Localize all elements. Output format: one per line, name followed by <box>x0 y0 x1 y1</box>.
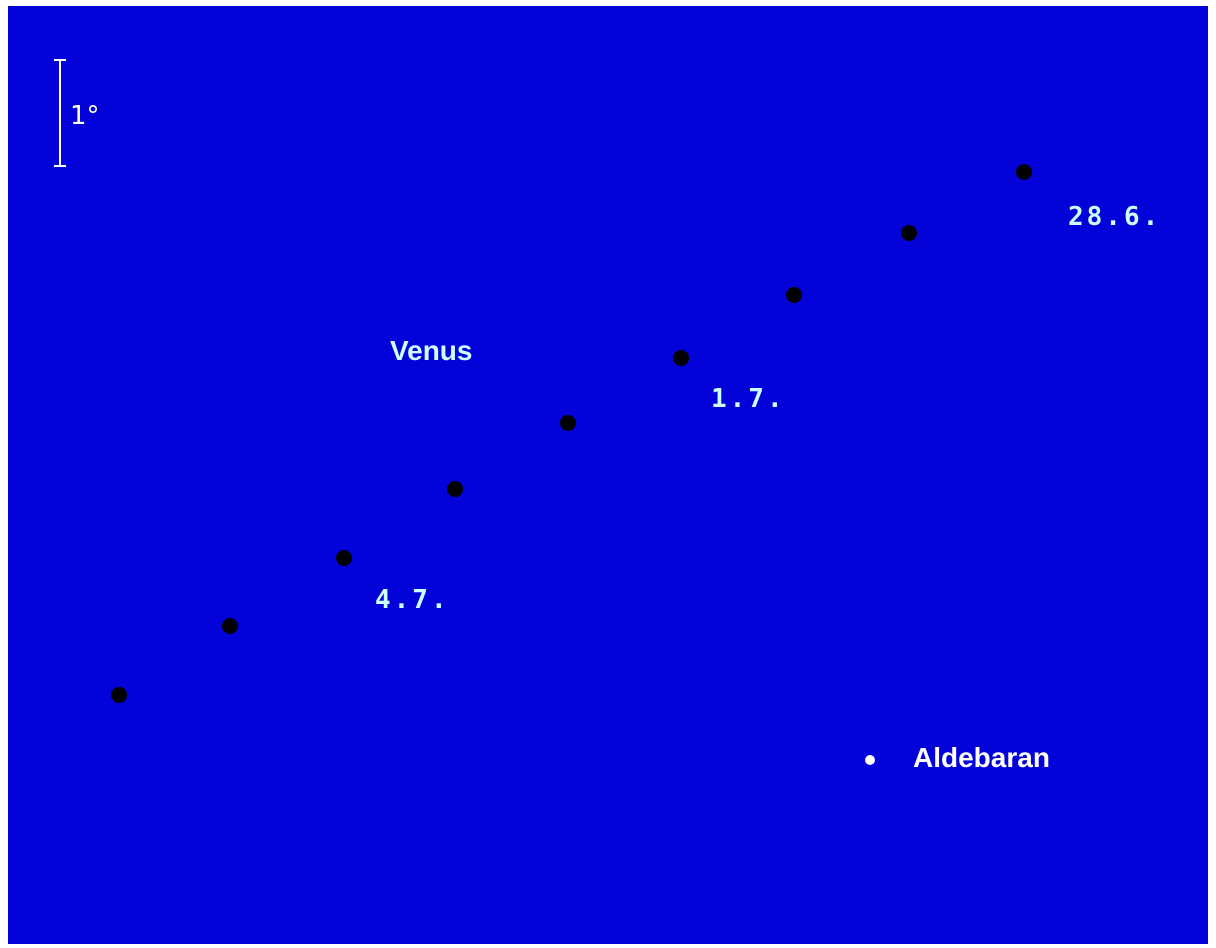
star-label: Aldebaran <box>913 742 1050 773</box>
date-label: 4.7. <box>375 585 450 615</box>
scale-label: 1° <box>70 101 100 131</box>
date-label: 28.6. <box>1068 202 1161 232</box>
sky-background <box>8 6 1208 944</box>
aldebaran-dot <box>865 755 875 765</box>
object-label: Venus <box>390 335 472 366</box>
scale-bar <box>54 59 66 167</box>
date-label: 1.7. <box>711 384 786 414</box>
